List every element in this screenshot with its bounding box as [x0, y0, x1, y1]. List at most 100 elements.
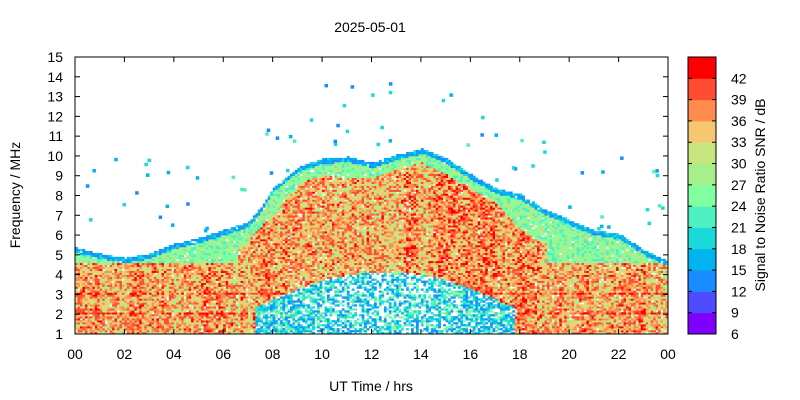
heatmap-cell: [230, 308, 234, 311]
heatmap-cell: [114, 272, 118, 275]
heatmap-cell: [272, 310, 276, 313]
heatmap-cell: [287, 221, 291, 224]
heatmap-cell: [79, 326, 83, 329]
heatmap-cell: [223, 306, 226, 309]
heatmap-cell: [215, 274, 219, 277]
heatmap-cell: [312, 282, 315, 285]
heatmap-cell: [121, 270, 125, 273]
heatmap-cell: [252, 324, 256, 327]
heatmap-cell: [270, 330, 273, 333]
heatmap-cell: [223, 268, 226, 271]
heatmap-cell: [109, 280, 113, 283]
heatmap-cell: [114, 276, 118, 279]
heatmap-cell: [99, 284, 103, 287]
heatmap-cell: [260, 302, 264, 305]
heatmap-cell: [285, 290, 288, 293]
heatmap-cell: [171, 262, 175, 266]
heatmap-cell: [297, 183, 301, 186]
heatmap-cell: [255, 298, 259, 301]
heatmap-cell: [151, 294, 155, 297]
heatmap-cell: [121, 280, 125, 283]
heatmap-cell: [156, 314, 160, 317]
heatmap-cell: [119, 330, 123, 333]
heatmap-cell: [297, 203, 301, 206]
heatmap-cell: [292, 231, 296, 234]
heatmap-cell: [218, 237, 222, 240]
heatmap-cell: [164, 254, 167, 258]
heatmap-cell: [304, 314, 308, 317]
heatmap-cell: [79, 312, 83, 315]
heatmap-cell: [220, 258, 224, 262]
heatmap-cell: [225, 312, 229, 315]
heatmap-cell: [176, 306, 180, 309]
heatmap-cell: [181, 296, 184, 299]
heatmap-cell: [193, 310, 197, 313]
heatmap-cell: [255, 223, 259, 226]
heatmap-cell: [314, 288, 318, 291]
heatmap-cell: [302, 167, 306, 171]
heatmap-cell: [267, 266, 271, 269]
heatmap-cell: [287, 205, 291, 208]
heatmap-cell: [139, 280, 142, 283]
heatmap-cell: [245, 231, 249, 234]
heatmap-cell: [302, 237, 306, 240]
heatmap-cell: [131, 318, 135, 321]
heatmap-cell: [260, 280, 264, 283]
heatmap-cell: [230, 235, 234, 238]
heatmap-cell: [151, 288, 155, 291]
heatmap-cell: [260, 310, 264, 313]
heatmap-cell: [161, 332, 165, 335]
heatmap-cell: [294, 314, 298, 317]
heatmap-cell: [304, 304, 308, 307]
heatmap-cell: [188, 308, 192, 311]
heatmap-cell: [75, 296, 78, 299]
heatmap-cell: [245, 312, 249, 315]
heatmap-cell: [126, 264, 130, 268]
heatmap-cell: [77, 296, 81, 299]
heatmap-cell: [220, 330, 224, 333]
heatmap-cell: [171, 282, 175, 285]
heatmap-cell: [178, 274, 182, 277]
heatmap-cell: [151, 304, 155, 307]
heatmap-cell: [260, 272, 264, 275]
heatmap-cell: [215, 268, 219, 271]
heatmap-cell: [270, 258, 273, 262]
heatmap-cell: [314, 169, 318, 173]
heatmap-cell: [292, 205, 296, 208]
heatmap-cell: [198, 248, 202, 252]
heatmap-cell: [104, 280, 108, 283]
heatmap-cell: [173, 262, 177, 266]
heatmap-cell: [178, 316, 182, 319]
heatmap-cell: [79, 256, 83, 260]
heatmap-cell: [82, 302, 86, 305]
heatmap-cell: [294, 243, 298, 246]
heatmap-cell: [173, 310, 177, 313]
heatmap-cell: [119, 318, 123, 321]
heatmap-cell: [188, 306, 192, 309]
heatmap-cell: [198, 302, 202, 305]
heatmap-cell: [292, 221, 296, 224]
heatmap-cell: [164, 330, 167, 333]
heatmap-cell: [245, 270, 249, 273]
heatmap-cell: [198, 296, 202, 299]
heatmap-cell: [171, 316, 175, 319]
heatmap-cell: [119, 278, 123, 281]
heatmap-cell: [245, 310, 249, 313]
heatmap-cell: [280, 320, 283, 323]
heatmap-cell: [285, 260, 288, 264]
heatmap-cell: [213, 245, 217, 248]
heatmap-cell: [154, 286, 157, 289]
heatmap-cell: [282, 217, 286, 220]
heatmap-cell: [285, 229, 288, 232]
heatmap-cell: [252, 318, 256, 321]
heatmap-cell: [124, 280, 128, 283]
heatmap-cell: [294, 268, 298, 271]
heatmap-cell: [94, 260, 98, 264]
heatmap-cell: [136, 280, 140, 283]
heatmap-cell: [186, 241, 189, 244]
heatmap-cell: [198, 320, 202, 323]
heatmap-cell: [94, 332, 98, 335]
heatmap-cell: [112, 324, 115, 327]
heatmap-cell: [213, 322, 217, 325]
heatmap-cell: [292, 320, 296, 323]
